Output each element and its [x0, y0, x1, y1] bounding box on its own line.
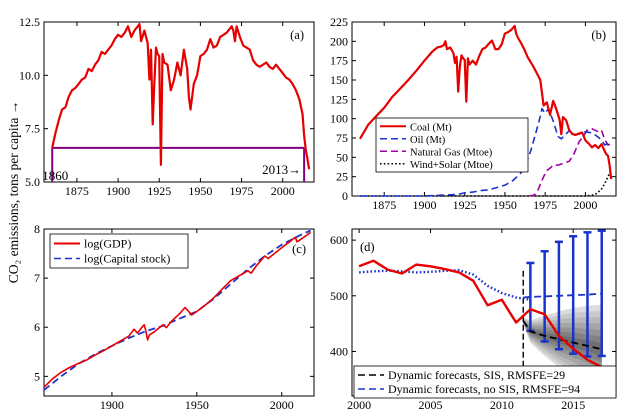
panel-b-legend-label: Oil (Mt) [410, 135, 446, 146]
panel-b-legend-label: Wind+Solar (Mtoe) [410, 160, 493, 171]
panel-d-series-line [523, 292, 602, 299]
panel-c: 1900 1950 2000 5 6 7 8 (c) log(GDP)log(Capital s… [34, 222, 315, 412]
panel-b-xtick-label: 1900 [412, 198, 436, 212]
panel-d-legend-box [353, 365, 617, 399]
panel-b-ytick-label: 25 [336, 170, 348, 184]
panel-a-frame [43, 21, 315, 183]
panel-b-ytick-label: 125 [330, 92, 348, 106]
panel-d-xtick-label: 2015 [561, 398, 585, 412]
panel-d-xtick-label: 2010 [490, 398, 514, 412]
panel-b-ytick-label: 0 [342, 189, 348, 203]
panel-c-series-line [43, 231, 312, 388]
panel-d-series-line [522, 320, 602, 351]
y-axis-label: CO₂ emissions, tons per capita → [6, 101, 21, 283]
panel-c-legend-box [49, 233, 189, 269]
panel-b-legend-label: Natural Gas (Mtoe) [410, 147, 493, 158]
panel-b-ytick-label: 150 [330, 73, 348, 87]
panel-c-xtick-label: 2000 [270, 398, 294, 412]
panel-b-xtick-label: 1875 [372, 198, 396, 212]
panel-c-ytick-label: 6 [34, 320, 40, 334]
panel-c-legend-label: log(Capital stock) [84, 252, 170, 266]
panel-c-frame [43, 228, 315, 397]
panel-b-frame [351, 21, 617, 197]
panel-b-xtick-label: 2000 [573, 198, 597, 212]
panel-c-ytick-label: 5 [34, 369, 40, 383]
panel-a-start-annotation: 1860 [42, 168, 68, 183]
panel-d-xtick-label: 2000 [347, 398, 371, 412]
panel-b-series-line [360, 168, 612, 197]
panel-b-ytick-label: 50 [336, 150, 348, 164]
panel-a-ytick-label: 5.0 [25, 175, 40, 189]
panel-d-ytick-label: 400 [330, 344, 348, 358]
panel-a-xtick-label: 1925 [147, 184, 171, 198]
panel-a-series-line [51, 23, 311, 170]
panel-a-label: (a) [290, 28, 304, 42]
panel-b-legend-label: Coal (Mt) [410, 122, 452, 133]
panel-d-legend-label: Dynamic forecasts, no SIS, RMSFE=94 [388, 382, 580, 396]
panel-a-xtick-label: 1950 [188, 184, 212, 198]
panel-b-xtick-label: 1950 [493, 198, 517, 212]
panel-d-xtick-label: 2005 [418, 398, 442, 412]
panel-a-xtick-label: 1875 [65, 184, 89, 198]
panel-d-legend-label: Dynamic forecasts, SIS, RMSFE=29 [388, 368, 565, 382]
panel-b-series-line [360, 107, 612, 197]
panel-a-xtick-label: 2000 [271, 184, 295, 198]
panel-b-ytick-label: 225 [330, 15, 348, 29]
panel-a: 1875 1900 1925 1950 1975 2000 5.0 7.5 10.0 12.5 (a… [19, 15, 315, 198]
panel-d-label: (d) [360, 240, 375, 254]
panel-c-ytick-label: 8 [34, 222, 40, 236]
panel-b-ytick-label: 75 [336, 131, 348, 145]
panel-c-xtick-label: 1950 [185, 398, 209, 412]
panel-a-xtick-label: 1900 [106, 184, 130, 198]
panel-a-xtick-label: 1975 [230, 184, 254, 198]
panel-b: 1875 1900 1925 1950 1975 2000 0 25 50 75 100 125 150… [330, 15, 617, 212]
panel-d-ytick-label: 500 [330, 289, 348, 303]
panel-a-ytick-label: 7.5 [25, 122, 40, 136]
panel-b-ytick-label: 175 [330, 54, 348, 68]
panel-d-ytick-label: 600 [330, 233, 348, 247]
panel-b-ytick-label: 100 [330, 112, 348, 126]
panel-a-ytick-label: 10.0 [19, 68, 40, 82]
panel-b-series-line [359, 24, 613, 180]
panel-c-ytick-label: 7 [34, 271, 40, 285]
panel-b-ytick-label: 200 [330, 34, 348, 48]
panel-a-end-annotation: 2013→ [262, 162, 301, 177]
panel-c-legend-label: log(GDP) [84, 237, 131, 251]
panel-b-label: (b) [591, 28, 606, 42]
panel-d: 2000 2005 2010 2015 400 500 600 (d) Dynamic fore… [330, 228, 617, 412]
panel-a-ytick-label: 12.5 [19, 15, 40, 29]
panel-d-series-line [358, 259, 603, 369]
panel-b-xtick-label: 1975 [533, 198, 557, 212]
panel-c-xtick-label: 1900 [100, 398, 124, 412]
panel-d-series-line [359, 269, 531, 301]
panel-b-xtick-label: 1925 [453, 198, 477, 212]
panel-c-label: (c) [292, 242, 306, 256]
